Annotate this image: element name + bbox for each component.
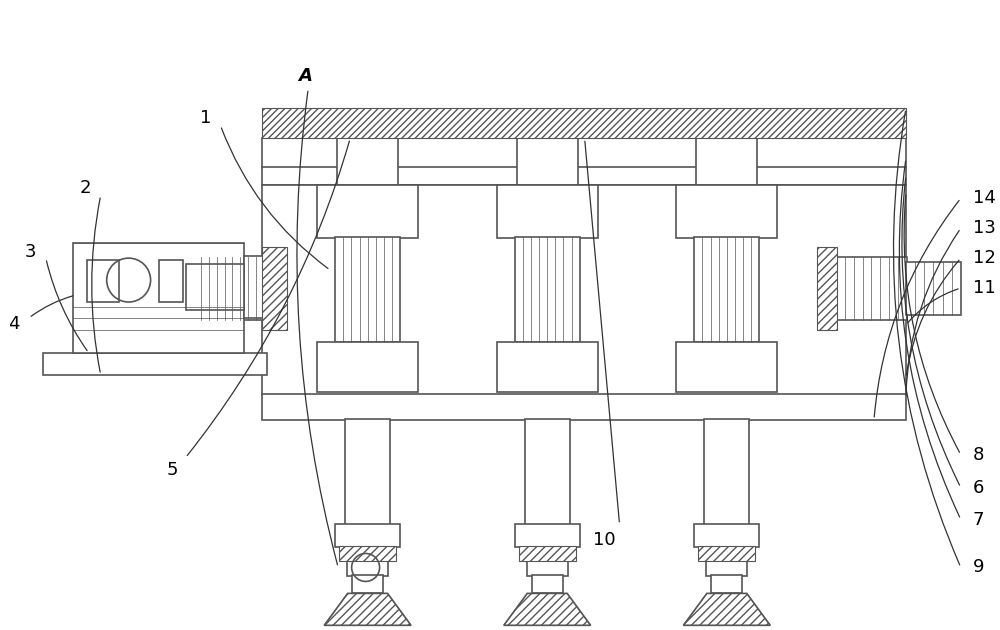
Polygon shape	[683, 593, 770, 626]
Bar	[497, 342, 598, 392]
Bar	[43, 353, 267, 375]
Bar	[525, 419, 570, 525]
Text: 7: 7	[973, 510, 984, 529]
Bar	[335, 524, 400, 547]
Polygon shape	[324, 593, 411, 626]
Text: 3: 3	[25, 243, 37, 261]
Bar	[87, 260, 119, 302]
Bar	[696, 137, 757, 185]
Bar	[906, 262, 961, 315]
Text: 11: 11	[973, 279, 996, 297]
Bar	[694, 524, 759, 547]
Text: 1: 1	[200, 110, 211, 127]
Text: 4: 4	[8, 315, 20, 333]
Bar	[186, 264, 244, 310]
Text: 8: 8	[973, 445, 984, 464]
Bar	[515, 237, 580, 342]
Bar	[262, 168, 906, 185]
Bar	[262, 185, 906, 395]
Text: 13: 13	[973, 219, 996, 237]
Bar	[317, 342, 418, 392]
Bar	[262, 139, 906, 168]
Bar	[335, 237, 400, 342]
Bar	[347, 561, 388, 576]
Text: 10: 10	[593, 530, 616, 549]
Bar	[244, 256, 279, 318]
Text: 14: 14	[973, 189, 996, 207]
Bar	[676, 342, 777, 392]
Bar	[339, 546, 396, 561]
Bar	[694, 237, 759, 342]
Bar	[262, 108, 906, 139]
Bar	[497, 185, 598, 238]
Text: A: A	[298, 67, 312, 84]
Bar	[711, 575, 742, 593]
Bar	[698, 546, 755, 561]
Polygon shape	[504, 593, 591, 626]
Bar	[345, 419, 390, 525]
Text: 12: 12	[973, 249, 996, 267]
Bar	[515, 524, 580, 547]
Bar	[706, 561, 747, 576]
Bar	[352, 575, 383, 593]
Bar	[827, 257, 907, 320]
Bar	[317, 185, 418, 238]
Bar	[532, 575, 563, 593]
Bar	[817, 247, 837, 330]
Bar	[262, 394, 906, 420]
Bar	[262, 247, 287, 330]
Bar	[193, 257, 263, 320]
Text: 9: 9	[973, 558, 984, 576]
Bar	[704, 419, 749, 525]
Bar	[73, 243, 244, 353]
Bar	[517, 137, 578, 185]
Bar	[527, 561, 568, 576]
Bar	[676, 185, 777, 238]
Bar	[337, 137, 398, 185]
Bar	[159, 260, 183, 302]
Text: 5: 5	[167, 461, 178, 479]
Bar	[519, 546, 576, 561]
Text: 6: 6	[973, 479, 984, 496]
Text: 2: 2	[80, 180, 91, 197]
